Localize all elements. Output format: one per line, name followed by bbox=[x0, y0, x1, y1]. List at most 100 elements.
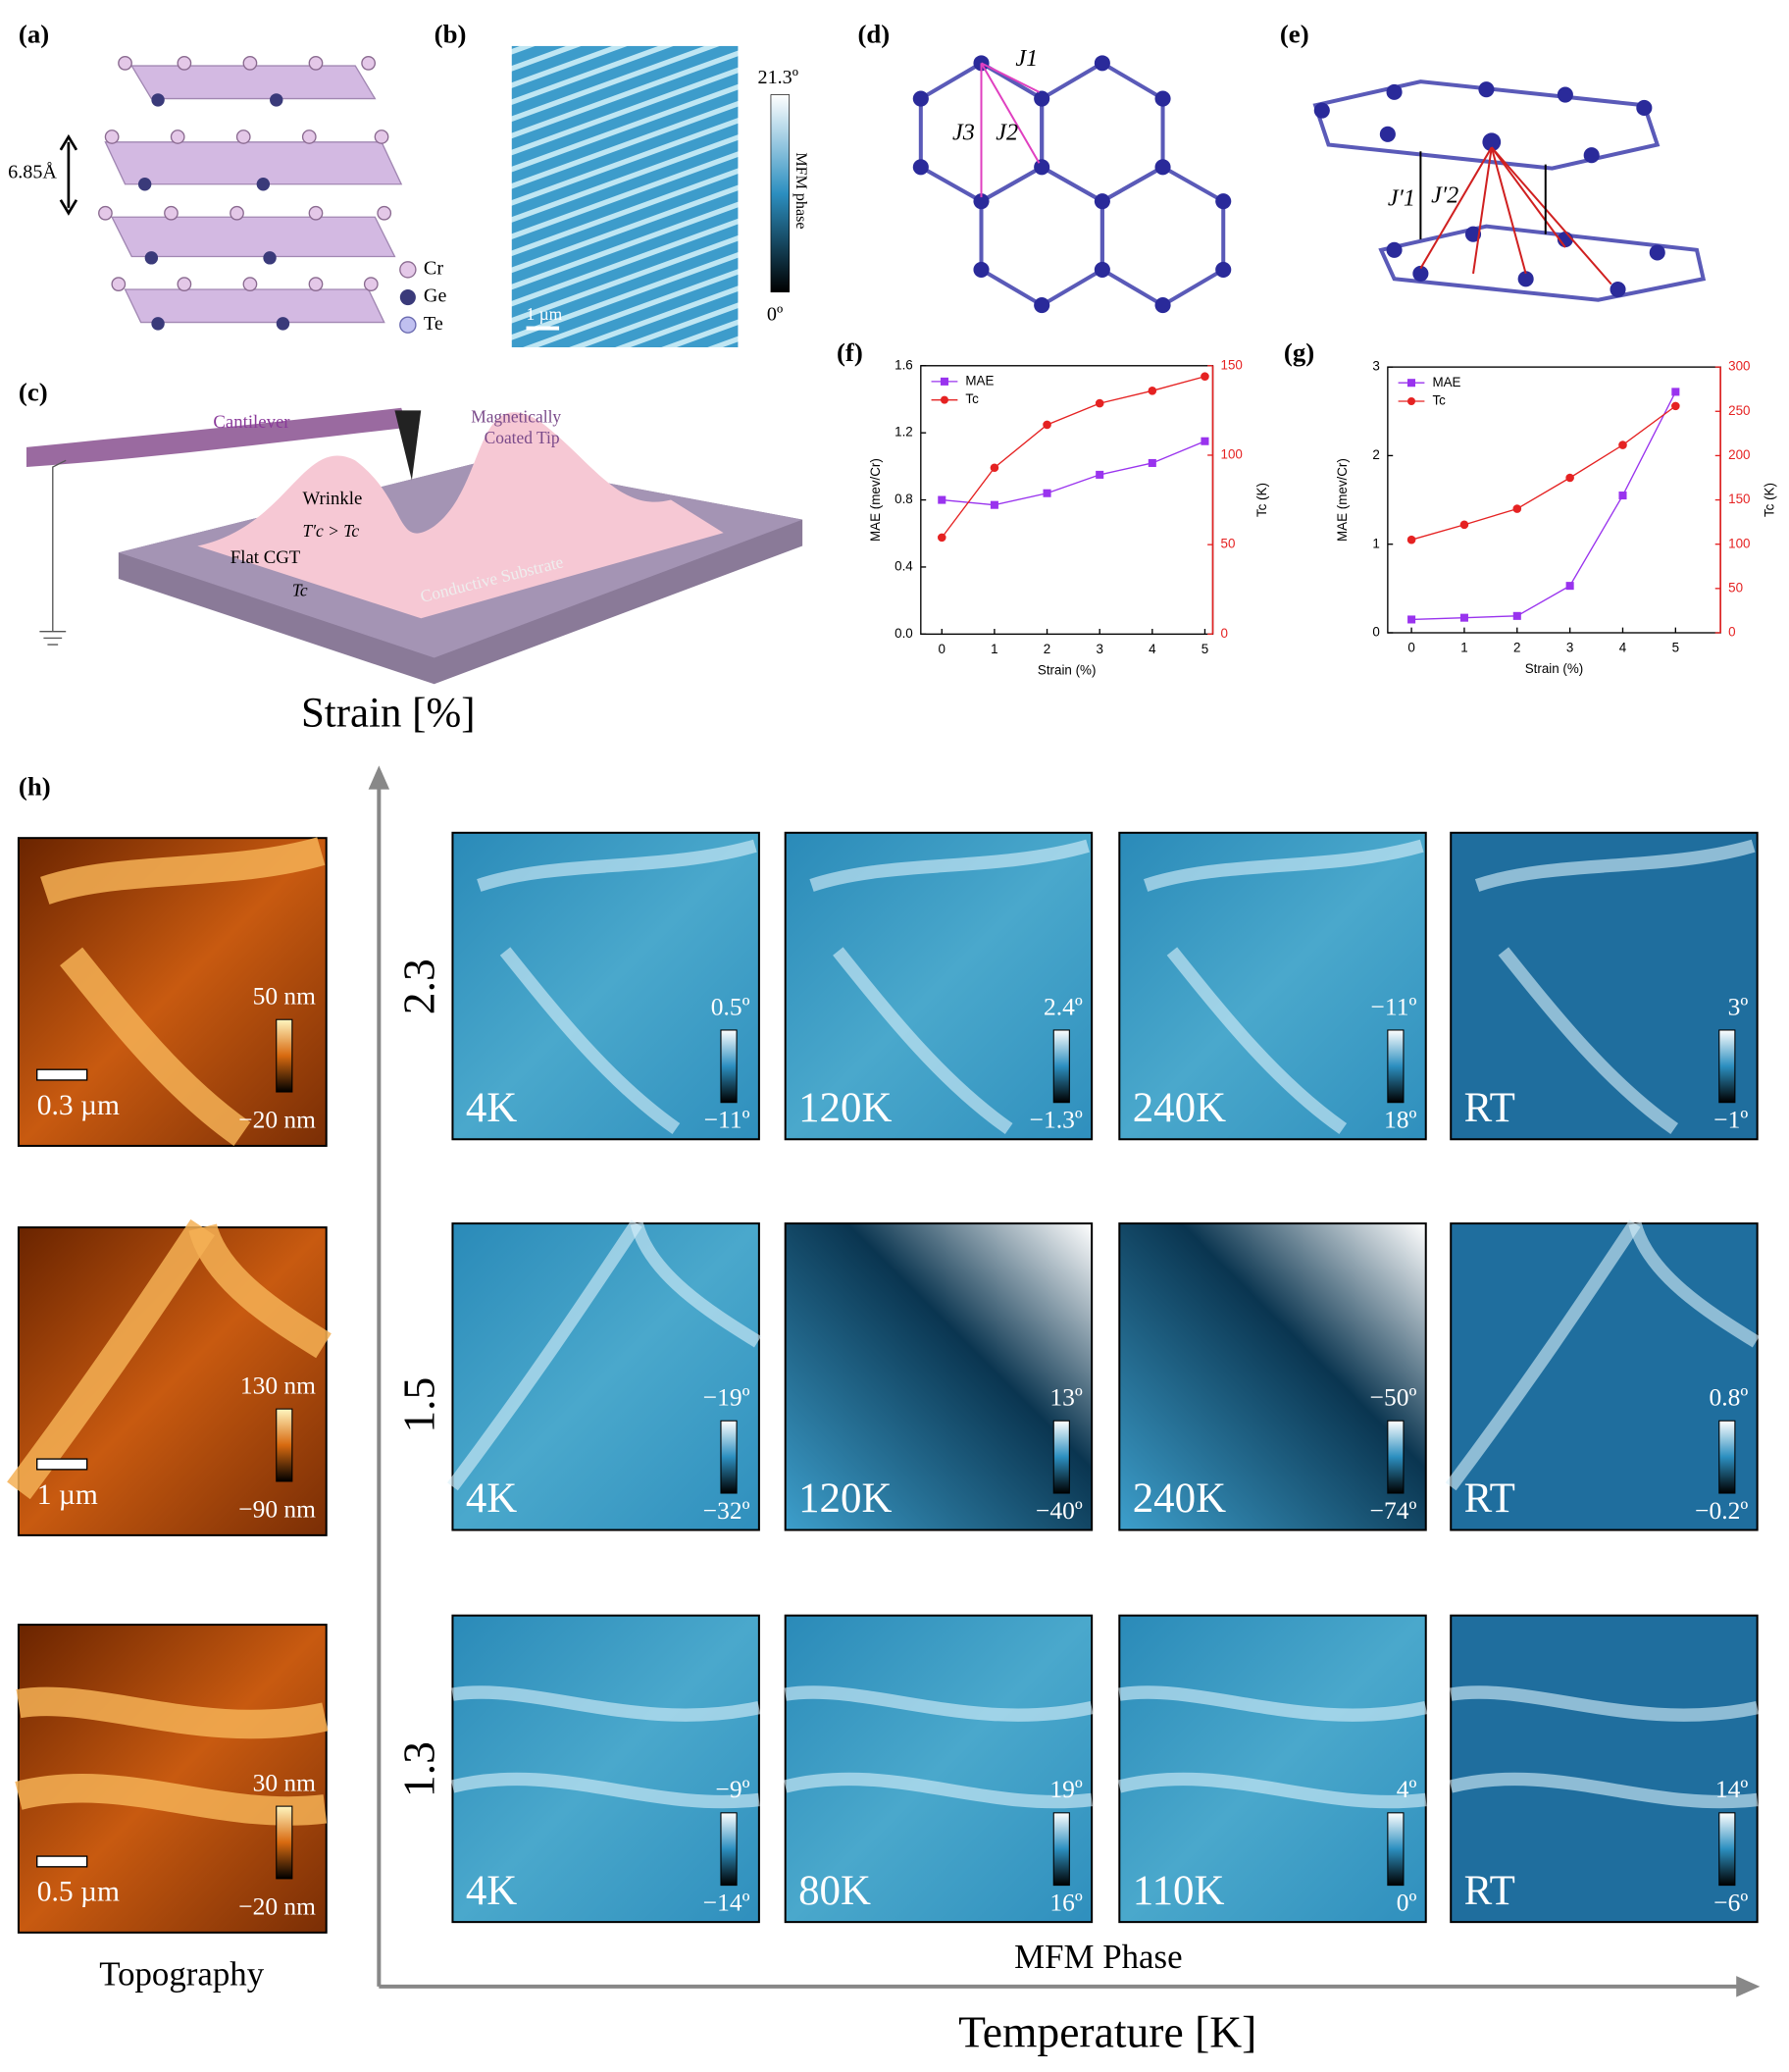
colorbar bbox=[1387, 1029, 1405, 1104]
feature bbox=[1449, 1772, 1759, 1809]
feature bbox=[451, 1685, 761, 1722]
colorbar bbox=[1387, 1420, 1405, 1494]
series-line bbox=[1410, 405, 1676, 541]
panel-label: (c) bbox=[19, 377, 48, 406]
feature bbox=[450, 1772, 760, 1809]
colorbar-max: 13º bbox=[1049, 1383, 1082, 1412]
marker bbox=[1096, 470, 1104, 479]
mfm-image: −11º 18º 240K bbox=[1118, 831, 1427, 1141]
y2-tick-label: 0 bbox=[1728, 625, 1735, 640]
colorbar-max: −11º bbox=[1371, 992, 1417, 1020]
feature bbox=[1117, 1772, 1427, 1809]
strain-label: 1.3 bbox=[393, 1741, 443, 1797]
temperature-label: RT bbox=[1464, 1085, 1515, 1131]
colorbar bbox=[1718, 1420, 1736, 1494]
colorbar-min: −1º bbox=[1713, 1106, 1748, 1134]
feature bbox=[1445, 1219, 1641, 1491]
colorbar bbox=[276, 1805, 293, 1880]
feature bbox=[833, 947, 1013, 1135]
scale-bar bbox=[36, 1855, 88, 1868]
marker bbox=[1459, 613, 1468, 622]
colorbar-min: −90 nm bbox=[238, 1495, 316, 1524]
marker bbox=[1148, 458, 1156, 467]
label-cantilever: Cantilever bbox=[213, 412, 290, 433]
honeycomb: J1 J2 J3 bbox=[912, 45, 1232, 314]
series-line bbox=[942, 440, 1205, 506]
y-tick-label: 1.2 bbox=[894, 425, 913, 440]
x-tick-label: 0 bbox=[939, 642, 946, 656]
y2-axis-title: Tc (K) bbox=[1254, 483, 1269, 517]
y2-tick-label: 50 bbox=[1221, 537, 1236, 551]
colorbar bbox=[1718, 1029, 1736, 1104]
panel-labels: (a) (b) (c) (d) (e) (f) (g) (h) bbox=[19, 20, 1314, 802]
feature bbox=[1118, 1685, 1428, 1722]
feature bbox=[188, 1222, 332, 1359]
legend-marker bbox=[1406, 379, 1416, 388]
feature bbox=[1498, 947, 1679, 1135]
label-strained-tc: T′c > Tc bbox=[303, 521, 360, 541]
colorbar-max: 14º bbox=[1715, 1775, 1748, 1803]
y-axis-title: MAE (mev/Cr) bbox=[868, 458, 883, 542]
feature bbox=[499, 947, 681, 1135]
mfm-image: 0.8º −0.2º RT bbox=[1445, 1219, 1760, 1531]
colorbar bbox=[1718, 1812, 1736, 1887]
feature bbox=[1144, 839, 1424, 892]
feature bbox=[1628, 1221, 1760, 1348]
colorbar-max: 30 nm bbox=[253, 1769, 317, 1797]
feature bbox=[630, 1221, 762, 1348]
marker bbox=[1148, 387, 1157, 395]
mfm-image: 14º −6º RT bbox=[1449, 1614, 1760, 1924]
colorbar-min: −40º bbox=[1036, 1496, 1083, 1525]
bilayer-lattice: J′1 J′2 bbox=[1312, 79, 1707, 302]
colorbar bbox=[1387, 1812, 1405, 1887]
colorbar-max: 0.5º bbox=[711, 992, 750, 1020]
temperature-label: 240K bbox=[1133, 1085, 1226, 1131]
colorbar-min: 16º bbox=[1049, 1889, 1082, 1917]
colorbar-min: −32º bbox=[703, 1496, 750, 1525]
y2-tick-label: 150 bbox=[1728, 492, 1750, 506]
colorbar bbox=[1052, 1420, 1070, 1494]
colorbar-label: MFM phase bbox=[792, 152, 809, 229]
temperature-label: 120K bbox=[798, 1476, 892, 1522]
y-tick-label: 0.0 bbox=[894, 626, 913, 641]
legend-label: Cr bbox=[424, 258, 443, 280]
y-tick-label: 1.6 bbox=[894, 357, 913, 372]
coupling-label: J′1 bbox=[1388, 184, 1415, 211]
feature bbox=[40, 837, 326, 905]
scale-bar bbox=[36, 1068, 88, 1081]
y2-tick-label: 250 bbox=[1728, 403, 1750, 418]
colorbar-min: 0º bbox=[1397, 1889, 1417, 1917]
temperature-label: RT bbox=[1464, 1868, 1515, 1914]
colorbar-max: −50º bbox=[1370, 1383, 1417, 1412]
colorbar-max: 2.4º bbox=[1044, 992, 1083, 1020]
marker bbox=[1512, 504, 1522, 513]
y-axis-title: MAE (mev/Cr) bbox=[1335, 458, 1350, 542]
colorbar-min: −20 nm bbox=[238, 1106, 316, 1134]
marker bbox=[1406, 535, 1416, 544]
topography-image: 50 nm −20 nm 0.3 µm bbox=[17, 837, 328, 1147]
axis-title: Temperature [K] bbox=[958, 2006, 1256, 2056]
x-tick-label: 5 bbox=[1201, 642, 1208, 656]
coupling-label: J3 bbox=[952, 119, 975, 145]
x-tick-label: 0 bbox=[1407, 641, 1414, 655]
colorbar-max: 50 nm bbox=[253, 982, 317, 1010]
colorbar bbox=[720, 1420, 738, 1494]
scale-bar bbox=[36, 1458, 88, 1471]
legend-label: MAE bbox=[1432, 375, 1460, 389]
feature bbox=[784, 1772, 1093, 1809]
label-flat: Flat CGT bbox=[230, 547, 301, 568]
temperature-label: 240K bbox=[1133, 1476, 1226, 1522]
colorbar-max: 130 nm bbox=[240, 1372, 316, 1400]
temperature-label: 80K bbox=[798, 1868, 871, 1914]
feature bbox=[784, 1685, 1094, 1722]
mfm-label: MFM Phase bbox=[1014, 1938, 1182, 1976]
colorbar-max: 4º bbox=[1397, 1775, 1417, 1803]
legend-label: Te bbox=[424, 313, 443, 335]
y-tick-label: 3 bbox=[1372, 359, 1379, 374]
topography-image: 130 nm −90 nm 1 µm bbox=[7, 1218, 332, 1536]
feature bbox=[447, 1219, 642, 1491]
panel-label: (a) bbox=[19, 20, 49, 49]
mfm-image: −50º −74º 240K bbox=[1118, 1222, 1427, 1531]
marker bbox=[1618, 492, 1627, 500]
coupling-label: J′2 bbox=[1431, 182, 1458, 209]
